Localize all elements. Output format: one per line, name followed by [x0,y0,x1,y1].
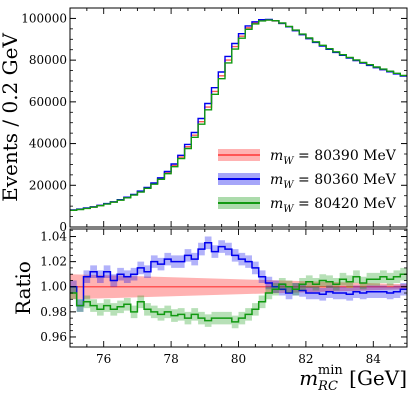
legend-label-eq: = 80390 MeV [294,148,397,164]
ratio-xtick-label: 84 [366,352,382,366]
legend-label-m: m [270,148,283,164]
ratio-xtick-label: 80 [231,352,246,366]
ratio-panel: 0.96 0.98 1.00 1.02 1.04 76 78 80 82 84 Ratio mRCmi… [11,228,408,394]
main-ytick-label: 80000 [29,53,67,67]
x-axis-title-sup: min [318,363,343,378]
x-axis-title-unit: [GeV] [343,366,407,390]
legend-label-sub: W [283,156,294,167]
ratio-plot-area [70,236,407,329]
legend-label-eq: = 80420 MeV [294,196,397,212]
legend-label-sub: W [283,204,294,215]
ratio-xtick-label: 76 [96,352,111,366]
main-ytick-label: 60000 [29,95,67,109]
main-ytick-label: 40000 [29,137,67,151]
legend-label-2: mW = 80420 MeV [270,196,397,215]
legend-label-sub: W [283,180,294,191]
ratio-ytick-label: 1.02 [40,255,67,269]
ratio-series-band-0 [70,236,407,312]
x-axis-title-sub: RC [317,379,338,394]
main-panel: 0 20000 40000 60000 80000 100000 Events / 0.2 … [0,7,408,234]
main-series-line-2 [70,19,407,211]
legend-label-eq: = 80360 MeV [294,172,397,188]
ratio-xtick-label: 82 [298,352,313,366]
ratio-ytick-label: 0.98 [40,305,67,319]
ratio-ytick-label: 1.04 [40,230,67,244]
main-plot-area [70,18,407,211]
ratio-ylabel: Ratio [11,261,35,315]
ratio-ytick-label: 0.96 [40,330,67,344]
x-axis-title-main: m [299,366,318,390]
ratio-ytick-label: 1.00 [40,280,67,294]
legend-label-m: m [270,196,283,212]
ratio-series-band-1 [70,267,407,329]
x-axis-title: mRCmin [GeV] [299,363,407,394]
legend-label-1: mW = 80360 MeV [270,172,397,191]
main-ytick-label: 0 [59,220,67,234]
ratio-series-line-0 [70,242,407,307]
legend-label-0: mW = 80390 MeV [270,148,397,167]
ratio-series-line-1 [70,273,407,323]
main-ytick-label: 100000 [21,11,67,25]
main-ylabel: Events / 0.2 GeV [0,33,22,202]
ratio-xtick-label: 78 [163,352,178,366]
main-ytick-label: 20000 [29,178,67,192]
legend-label-m: m [270,172,283,188]
